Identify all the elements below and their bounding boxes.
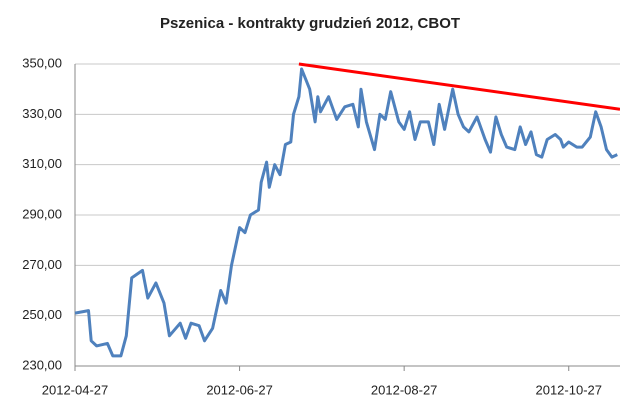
y-tick-label: 330,00 [22, 106, 62, 121]
price-line [74, 67, 618, 358]
y-tick-label: 270,00 [22, 257, 62, 272]
y-tick-label: 290,00 [22, 206, 62, 221]
x-tick-label: 2012-04-27 [42, 382, 109, 397]
x-tick-label: 2012-08-27 [371, 382, 438, 397]
x-tick-label: 2012-06-27 [206, 382, 273, 397]
y-tick-label: 310,00 [22, 156, 62, 171]
chart-title: Pszenica - kontrakty grudzień 2012, CBOT [160, 15, 460, 32]
x-tick-label: 2012-10-27 [535, 382, 602, 397]
trend-line [298, 62, 620, 111]
y-tick-label: 350,00 [22, 55, 62, 70]
y-tick-label: 250,00 [22, 307, 62, 322]
y-tick-label: 230,00 [22, 357, 62, 372]
